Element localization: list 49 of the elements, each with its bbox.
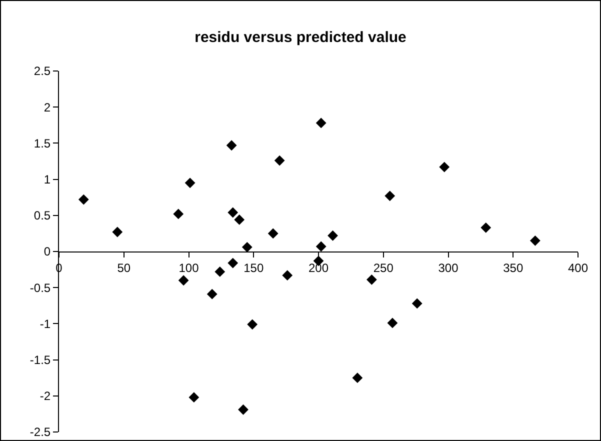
y-tick-label: 0	[44, 244, 51, 259]
point	[282, 270, 293, 281]
point	[234, 214, 245, 225]
point	[387, 318, 398, 328]
point	[173, 208, 184, 220]
point	[188, 392, 200, 403]
point	[247, 319, 258, 330]
y-tick-label: 1	[44, 172, 51, 186]
x-tick-label: 200	[308, 260, 329, 275]
x-tick-label: 50	[117, 260, 131, 275]
point	[78, 194, 89, 205]
point	[242, 242, 252, 252]
point	[530, 235, 540, 246]
point	[274, 155, 285, 166]
x-tick-label: 400	[568, 260, 588, 275]
point	[316, 118, 326, 128]
y-tick-label: -2.5	[30, 425, 51, 440]
point	[439, 162, 450, 172]
point	[384, 190, 396, 202]
point	[112, 226, 123, 238]
y-tick-label: -0.5	[30, 280, 51, 295]
point	[206, 288, 218, 300]
chart-title: residu versus predicted value	[194, 29, 406, 46]
y-tick-label: 2	[44, 100, 51, 114]
point	[366, 274, 377, 285]
point	[316, 241, 326, 252]
x-tick-label: 150	[244, 260, 264, 275]
y-tick-label: -1.5	[30, 353, 51, 367]
point	[412, 298, 422, 309]
point	[178, 275, 189, 286]
x-tick-label: 100	[178, 260, 200, 275]
point	[238, 404, 248, 415]
point	[352, 372, 363, 384]
point	[228, 258, 238, 268]
point	[480, 222, 492, 233]
y-tick-label: 2.5	[34, 64, 51, 78]
y-tick-label: 0.5	[34, 208, 51, 223]
x-tick-label: 300	[438, 260, 459, 275]
point	[214, 266, 226, 277]
point	[228, 207, 238, 218]
point	[184, 178, 196, 188]
point	[268, 228, 278, 239]
y-tick-label: -2	[40, 389, 51, 404]
point	[328, 230, 338, 241]
point	[226, 140, 237, 151]
x-tick-label: 350	[503, 260, 524, 275]
x-tick-label: 250	[373, 260, 394, 275]
y-tick-label: 1.5	[34, 136, 51, 150]
y-tick-label: -1	[40, 316, 51, 331]
